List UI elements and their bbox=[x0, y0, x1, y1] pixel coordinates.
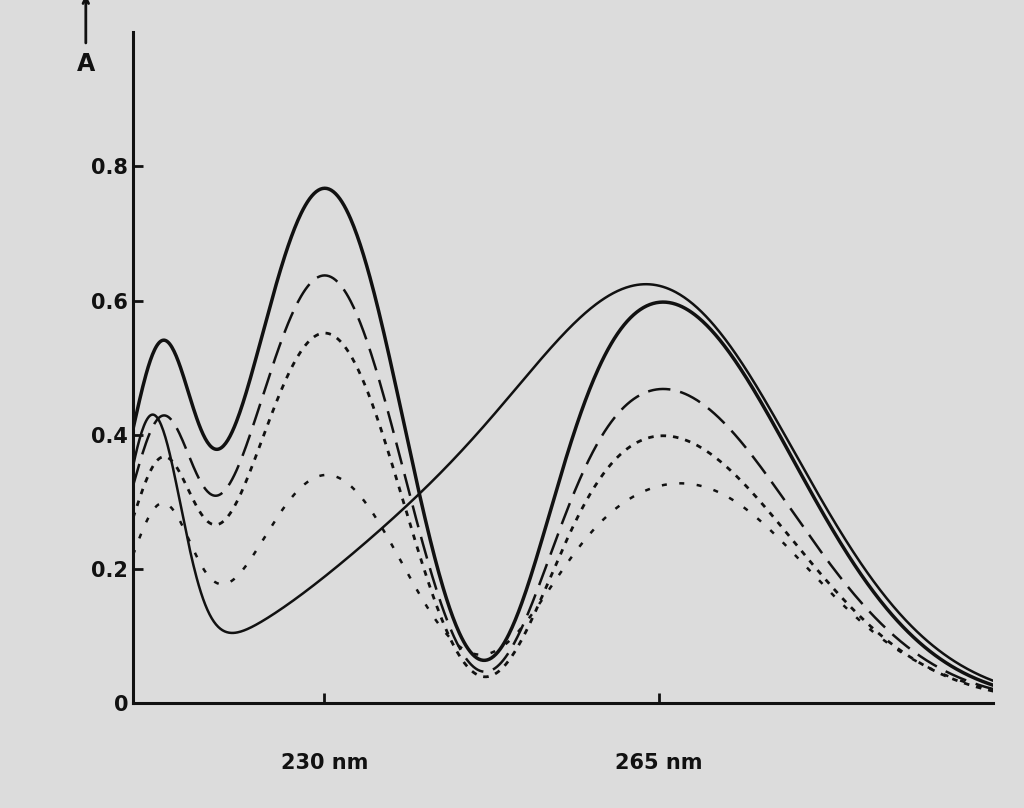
Text: A: A bbox=[77, 53, 95, 77]
Text: 265 nm: 265 nm bbox=[615, 753, 702, 773]
Text: 230 nm: 230 nm bbox=[281, 753, 368, 773]
